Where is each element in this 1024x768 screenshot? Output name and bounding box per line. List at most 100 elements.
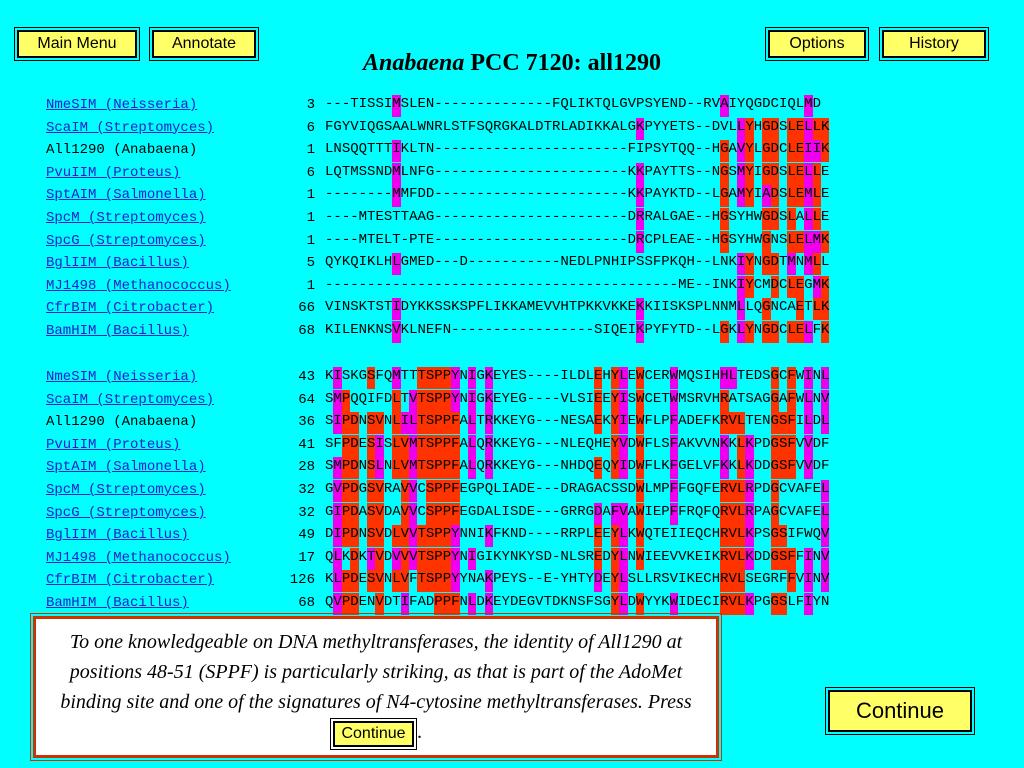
sequence: KISKGSFQMTTTSPPYNIGKEYES----ILDLEHYLEWCE… — [325, 367, 830, 389]
sequence: GIPDASVDAVVCSPPFEGDALISDE---GRRGDAFVAWIE… — [325, 502, 830, 525]
alignment-row: SptAIM (Salmonella) 28 SMPDNSLNLVMTSPPFALQ… — [0, 457, 1024, 480]
organism-link[interactable]: NmeSIM (Neisseria) — [46, 97, 198, 113]
start-position: 32 — [298, 482, 315, 498]
alignment-row: SpcM (Streptomyces) 1 ----MTESTTAAG-------… — [0, 208, 1024, 230]
alignment-row: MJ1498 (Methanococcus) 17 QLKDKTVDVVVTSPPY… — [0, 547, 1024, 570]
organism-link[interactable]: BamHIM (Bacillus) — [46, 323, 189, 339]
alignment-row: BamHIM (Bacillus) 68 QVPDENVDTIFADPPFNLDKE… — [0, 593, 1024, 615]
organism-link[interactable]: BamHIM (Bacillus) — [46, 595, 189, 611]
alignment-row: BglIIM (Bacillus) 49 DIPDNSVDLVVTSPPYNNIKF… — [0, 525, 1024, 548]
alignment-row: All1290 (Anabaena) 1 LNSQQTTTIKLTN--------… — [0, 140, 1024, 163]
organism-link[interactable]: SpcG (Streptomyces) — [46, 504, 206, 521]
start-position: 28 — [298, 459, 315, 476]
alignment-row: NmeSIM (Neisseria) 3 ---TISSIMSLEN--------… — [0, 95, 1024, 117]
sequence: GVPDGSVRAVVCSPPFEGPQLIADE---DRAGACSSDWLM… — [325, 480, 830, 502]
message-text: To one knowledgeable on DNA methyltransf… — [60, 631, 692, 713]
start-position: 6 — [306, 164, 315, 181]
sequence: ----MTELT-PTE-----------------------DRCP… — [325, 230, 830, 253]
organism-link[interactable]: SpcG (Streptomyces) — [46, 232, 206, 249]
start-position: 3 — [306, 97, 315, 113]
organism-link[interactable]: SpcM (Streptomyces) — [46, 210, 206, 226]
alignment-row: CfrBIM (Citrobacter) 66 VINSKTSTIDYKKSSKSP… — [0, 298, 1024, 321]
alignment-row: All1290 (Anabaena) 36 SIPDNSVNLILTSPPFALTR… — [0, 412, 1024, 435]
title-species: Anabaena — [362, 50, 465, 76]
start-position: 17 — [298, 549, 315, 566]
start-position: 68 — [298, 323, 315, 339]
alignment-row: SptAIM (Salmonella) 1 --------MMFDD-------… — [0, 185, 1024, 208]
alignment-row: SpcM (Streptomyces) 32 GVPDGSVRAVVCSPPFEGP… — [0, 480, 1024, 502]
organism-label: All1290 (Anabaena) — [46, 414, 198, 431]
organism-link[interactable]: MJ1498 (Methanococcus) — [46, 277, 231, 294]
organism-link[interactable]: BglIIM (Bacillus) — [46, 527, 189, 544]
inline-continue-button[interactable]: Continue — [330, 718, 417, 750]
start-position: 41 — [298, 436, 315, 453]
title-rest: PCC 7120: all1290 — [464, 50, 661, 76]
organism-link[interactable]: NmeSIM (Neisseria) — [46, 369, 198, 385]
alignment-row: BamHIM (Bacillus) 68 KILENKNSVKLNEFN------… — [0, 321, 1024, 343]
sequence: ----------------------------------------… — [325, 275, 830, 298]
alignment-row: SpcG (Streptomyces) 32 GIPDASVDAVVCSPPFEGD… — [0, 502, 1024, 525]
start-position: 68 — [298, 595, 315, 611]
organism-link[interactable]: CfrBIM (Citrobacter) — [46, 572, 215, 589]
alignment-row: PvuIIM (Proteus) 6 LQTMSSNDMLNFG----------… — [0, 162, 1024, 185]
history-button[interactable]: History — [879, 27, 989, 61]
sequence: LQTMSSNDMLNFG-----------------------KKPA… — [325, 162, 829, 185]
options-button[interactable]: Options — [765, 27, 869, 61]
sequence: FGYVIQGSAALWNRLSTFSQRGKALDTRLADIKKALGKPY… — [325, 117, 830, 140]
alignment-row: MJ1498 (Methanococcus) 1 -----------------… — [0, 275, 1024, 298]
organism-link[interactable]: CfrBIM (Citrobacter) — [46, 300, 215, 317]
organism-link[interactable]: SptAIM (Salmonella) — [46, 187, 206, 204]
sequence: QYKQIKLHLGMED---D-----------NEDLPNHIPSSF… — [325, 253, 829, 276]
message-box: To one knowledgeable on DNA methyltransf… — [30, 613, 722, 761]
sequence: SMPQQIFDLTVTSPPYNIGKEYEG----VLSIEEYISWCE… — [325, 389, 830, 412]
sequence: VINSKTSTIDYKKSSKSPFLIKKAMEVVHTPKKVKKEKKI… — [325, 298, 830, 321]
start-position: 43 — [298, 369, 315, 385]
start-position: 6 — [306, 119, 315, 136]
sequence: KLPDESVNLVFTSPPYYNAKPEYS--E-YHTYDEYLSLLR… — [325, 570, 830, 593]
organism-link[interactable]: ScaIM (Streptomyces) — [46, 119, 215, 136]
start-position: 126 — [289, 572, 315, 589]
continue-button[interactable]: Continue — [825, 687, 975, 735]
alignment-row: NmeSIM (Neisseria) 43 KISKGSFQMTTTSPPYNIGK… — [0, 367, 1024, 389]
start-position: 5 — [306, 255, 315, 272]
start-position: 1 — [306, 232, 315, 249]
start-position: 1 — [306, 187, 315, 204]
organism-link[interactable]: SpcM (Streptomyces) — [46, 482, 206, 498]
annotate-button[interactable]: Annotate — [149, 27, 259, 61]
start-position: 32 — [298, 504, 315, 521]
sequence: ----MTESTTAAG-----------------------DRRA… — [325, 208, 829, 230]
organism-link[interactable]: PvuIIM (Proteus) — [46, 436, 181, 453]
alignment-row: PvuIIM (Proteus) 41 SFPDESISLVMTSPPFALQRKK… — [0, 434, 1024, 457]
start-position: 1 — [306, 210, 315, 226]
organism-label: All1290 (Anabaena) — [46, 142, 198, 159]
message-tail: . — [417, 721, 423, 743]
main-menu-button[interactable]: Main Menu — [14, 27, 140, 61]
sequence: LNSQQTTTIKLTN-----------------------FIPS… — [325, 140, 830, 163]
sequence: SMPDNSLNLVMTSPPFALQRKKEYG---NHDQEQYIDWFL… — [325, 457, 829, 480]
alignment-row: SpcG (Streptomyces) 1 ----MTELT-PTE-------… — [0, 230, 1024, 253]
start-position: 36 — [298, 414, 315, 431]
sequence: DIPDNSVDLVVTSPPYNNIKFKND----RRPLEEYLKWQT… — [325, 525, 830, 548]
alignment-row: ScaIM (Streptomyces) 6 FGYVIQGSAALWNRLSTFS… — [0, 117, 1024, 140]
organism-link[interactable]: ScaIM (Streptomyces) — [46, 391, 215, 408]
organism-link[interactable]: BglIIM (Bacillus) — [46, 255, 189, 272]
start-position: 1 — [306, 277, 315, 294]
start-position: 64 — [298, 391, 315, 408]
sequence: SIPDNSVNLILTSPPFALTRKKEYG---NESAEKYIEWFL… — [325, 412, 830, 435]
alignment-row: ScaIM (Streptomyces) 64 SMPQQIFDLTVTSPPYNI… — [0, 389, 1024, 412]
sequence: QLKDKTVDVVVTSPPYNIGIKYNKYSD-NLSREDYLNWIE… — [325, 547, 830, 570]
sequence: QVPDENVDTIFADPPFNLDKEYDEGVTDKNSFSGYLDWYY… — [325, 593, 829, 615]
sequence: ---TISSIMSLEN--------------FQLIKTQLGVPSY… — [325, 95, 821, 117]
sequence: KILENKNSVKLNEFN-----------------SIQEIKPY… — [325, 321, 830, 343]
alignment-row: BglIIM (Bacillus) 5 QYKQIKLHLGMED---D-----… — [0, 253, 1024, 276]
start-position: 66 — [298, 300, 315, 317]
sequence: --------MMFDD-----------------------KKPA… — [325, 185, 829, 208]
organism-link[interactable]: PvuIIM (Proteus) — [46, 164, 181, 181]
page-title: Anabaena PCC 7120: all1290 — [0, 50, 1024, 77]
sequence: SFPDESISLVMTSPPFALQRKKEYG---NLEQHEYVDWFL… — [325, 434, 829, 457]
organism-link[interactable]: SptAIM (Salmonella) — [46, 459, 206, 476]
alignment-row: CfrBIM (Citrobacter) 126 KLPDESVNLVFTSPPYY… — [0, 570, 1024, 593]
start-position: 49 — [298, 527, 315, 544]
organism-link[interactable]: MJ1498 (Methanococcus) — [46, 549, 231, 566]
start-position: 1 — [306, 142, 315, 159]
